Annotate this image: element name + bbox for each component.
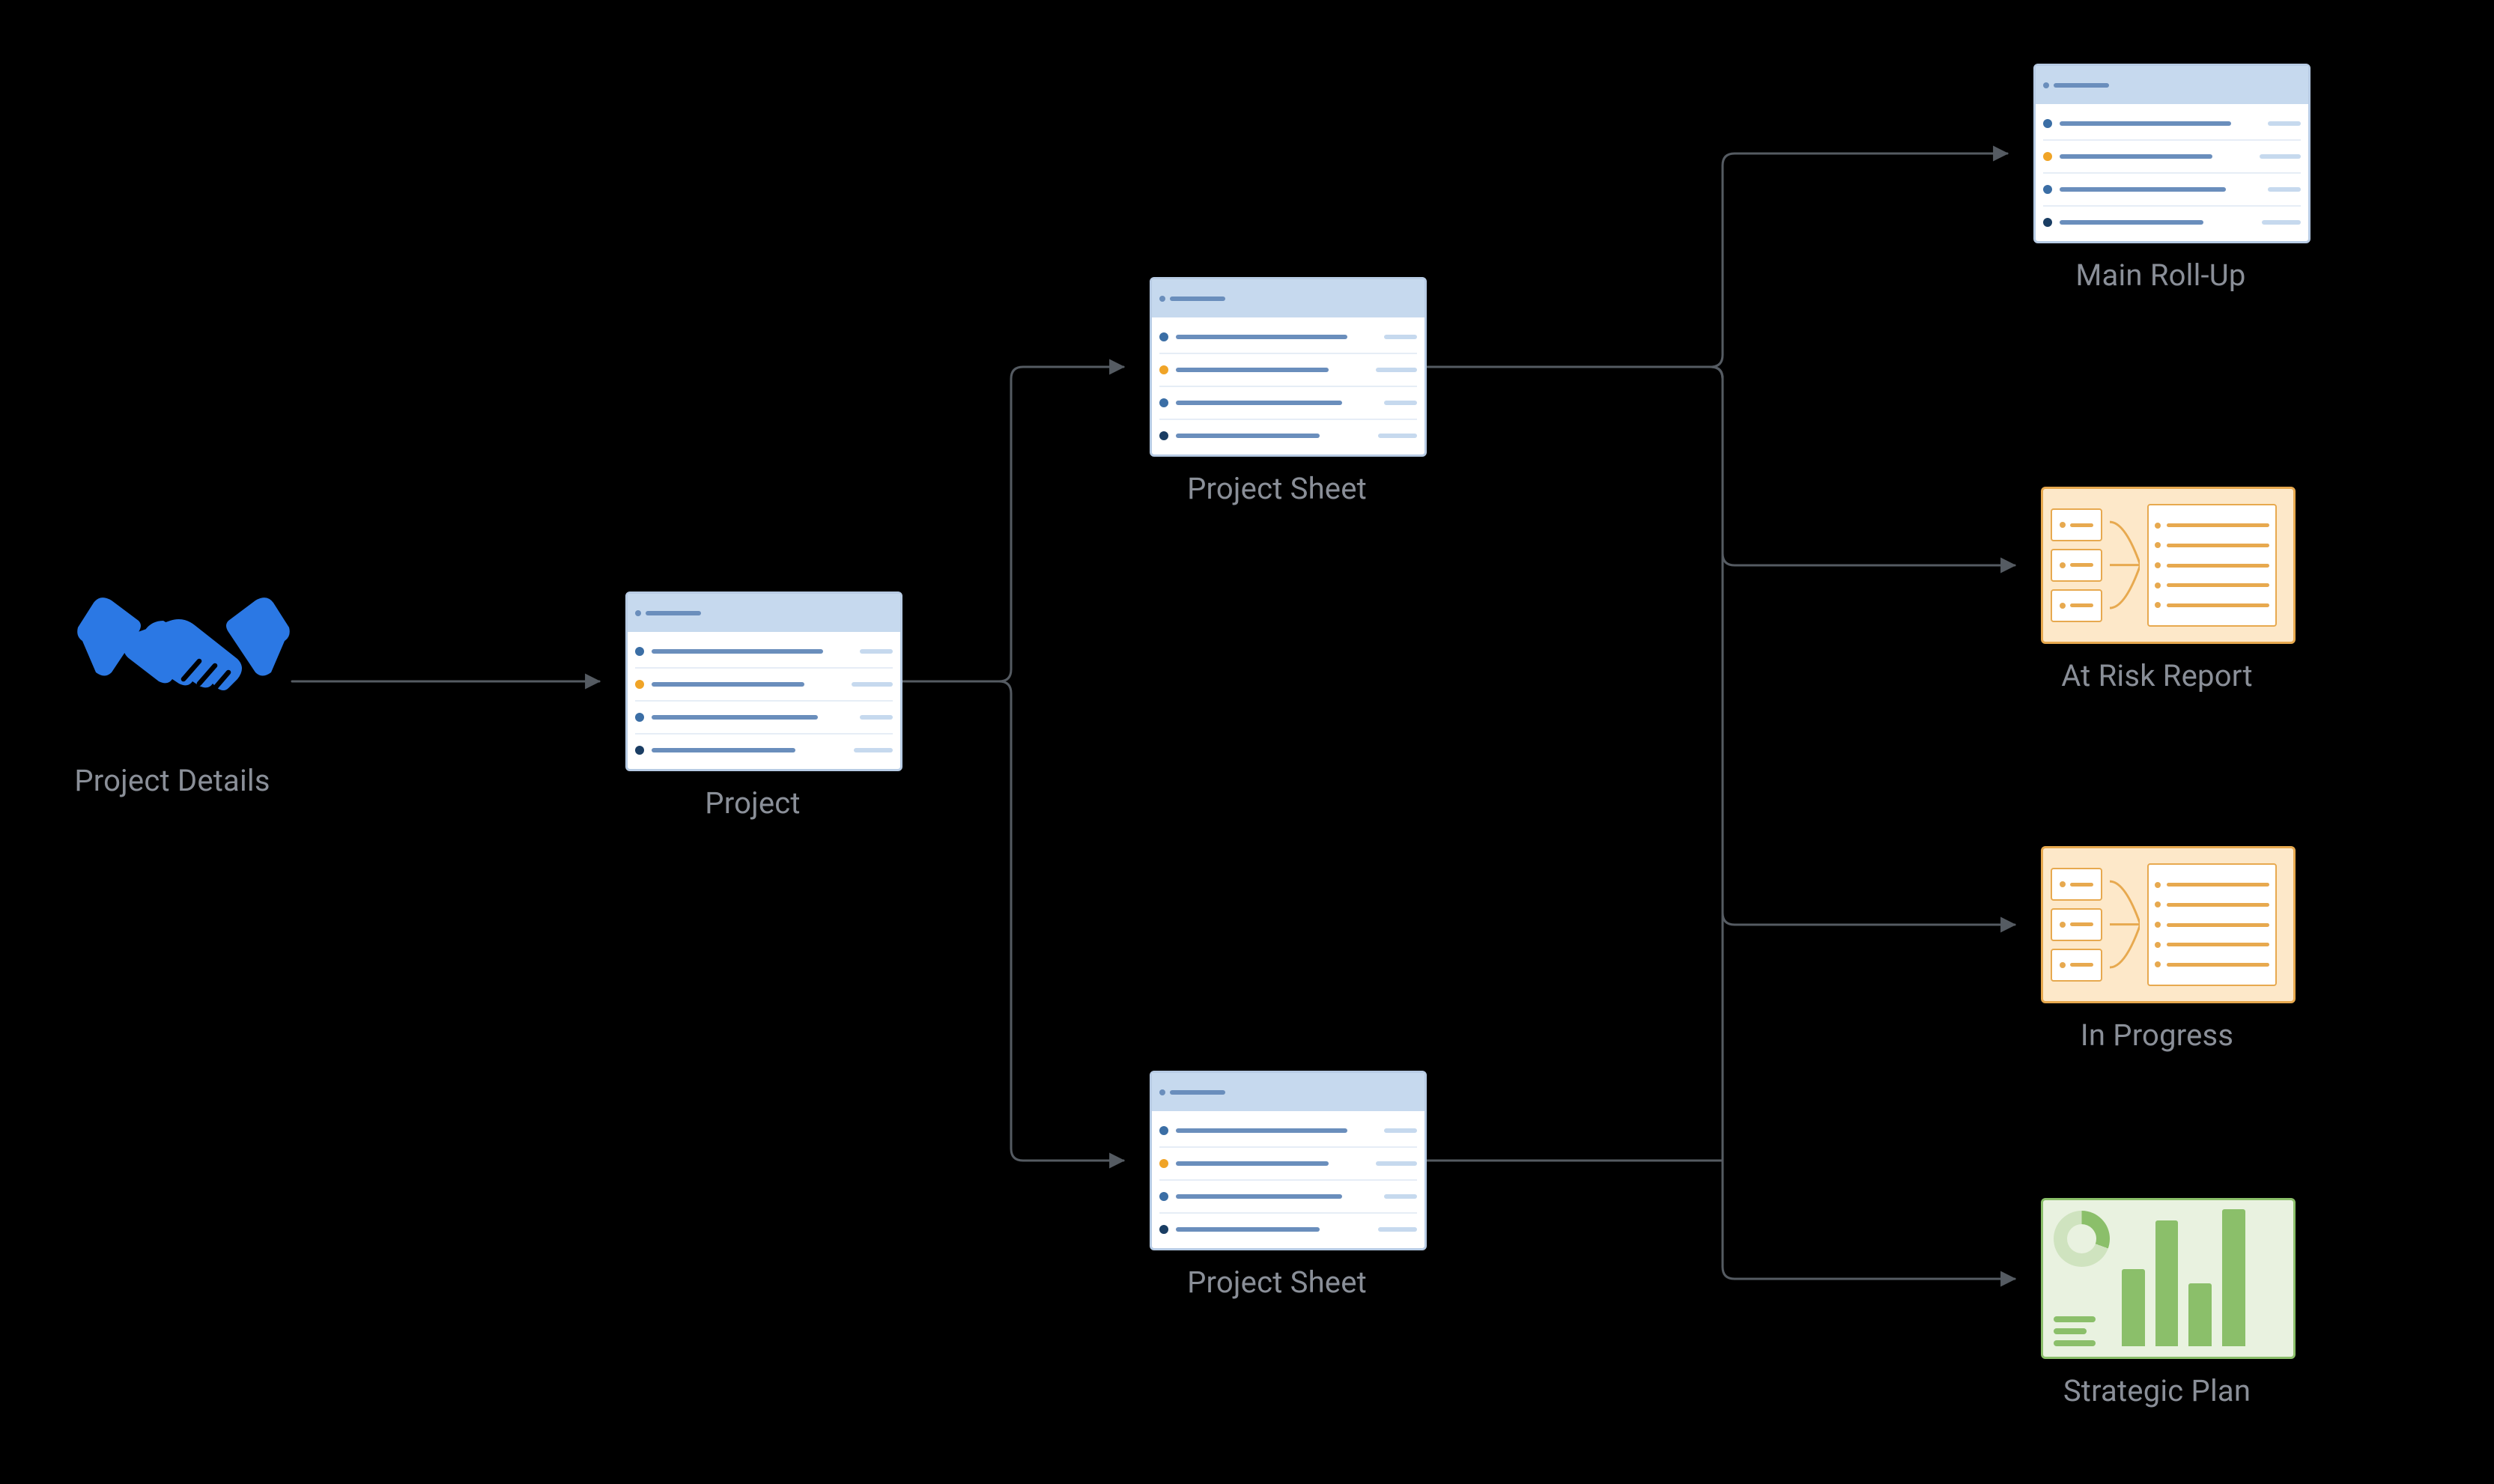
node-label: Main Roll-Up [2000, 257, 2322, 294]
edge-sheet_a-inprog [1423, 367, 2015, 925]
sheet-icon [625, 592, 902, 771]
handshake-icon [71, 592, 296, 749]
report-icon [2041, 487, 2296, 644]
edge-sheet_a-rollup [1423, 153, 2007, 367]
edge-request-sheet_b [899, 681, 1123, 1161]
node-label: Project [592, 785, 914, 822]
node-rollup: Main Roll-Up [2022, 64, 2322, 294]
node-sheet_b: Project Sheet [1138, 1071, 1438, 1301]
node-inprog: In Progress [2030, 846, 2307, 1054]
node-label: Strategic Plan [2007, 1372, 2307, 1410]
edge-sheet_a-dash [1423, 367, 2015, 1279]
sheet-icon [1150, 1071, 1427, 1250]
dashboard-icon [2041, 1198, 2296, 1359]
node-label: Project Sheet [1116, 470, 1438, 508]
edge-request-sheet_a [899, 367, 1123, 681]
report-icon [2041, 846, 2296, 1003]
node-label: In Progress [2007, 1017, 2307, 1054]
edge-sheet_a-atrisk [1423, 367, 2015, 565]
node-sheet_a: Project Sheet [1138, 277, 1438, 508]
node-details: Project Details [60, 592, 307, 800]
sheet-icon [1150, 277, 1427, 457]
node-label: Project Details [37, 762, 307, 800]
node-request: Project [614, 592, 914, 822]
diagram-stage: Project DetailsProjectProject SheetProje… [0, 0, 2494, 1484]
sheet-icon [2033, 64, 2311, 243]
node-dash: Strategic Plan [2030, 1198, 2307, 1410]
node-atrisk: At Risk Report [2030, 487, 2307, 695]
node-label: At Risk Report [2007, 657, 2307, 695]
node-label: Project Sheet [1116, 1264, 1438, 1301]
